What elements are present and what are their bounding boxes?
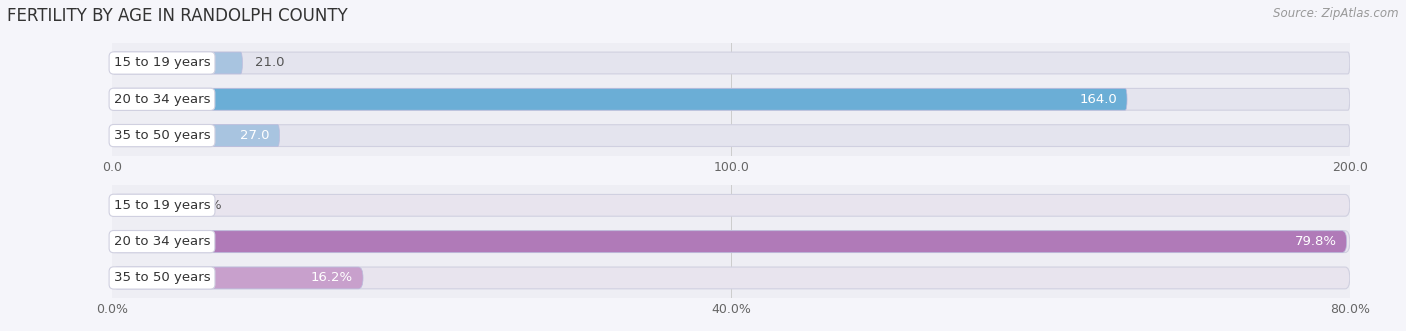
FancyBboxPatch shape bbox=[112, 125, 280, 147]
FancyBboxPatch shape bbox=[112, 194, 1350, 216]
Text: 164.0: 164.0 bbox=[1080, 93, 1118, 106]
FancyBboxPatch shape bbox=[112, 267, 1350, 289]
FancyBboxPatch shape bbox=[112, 88, 1128, 110]
Text: 35 to 50 years: 35 to 50 years bbox=[114, 129, 211, 142]
Text: Source: ZipAtlas.com: Source: ZipAtlas.com bbox=[1274, 7, 1399, 20]
FancyBboxPatch shape bbox=[112, 267, 363, 289]
FancyBboxPatch shape bbox=[112, 125, 1350, 147]
FancyBboxPatch shape bbox=[112, 231, 1347, 253]
FancyBboxPatch shape bbox=[112, 88, 1350, 110]
Text: 15 to 19 years: 15 to 19 years bbox=[114, 199, 211, 212]
Text: 16.2%: 16.2% bbox=[311, 271, 353, 284]
Text: 27.0: 27.0 bbox=[240, 129, 270, 142]
FancyBboxPatch shape bbox=[112, 52, 1350, 74]
FancyBboxPatch shape bbox=[112, 231, 1350, 253]
Text: 20 to 34 years: 20 to 34 years bbox=[114, 235, 211, 248]
Text: 15 to 19 years: 15 to 19 years bbox=[114, 57, 211, 70]
Text: 20 to 34 years: 20 to 34 years bbox=[114, 93, 211, 106]
FancyBboxPatch shape bbox=[112, 52, 242, 74]
Text: 35 to 50 years: 35 to 50 years bbox=[114, 271, 211, 284]
Text: FERTILITY BY AGE IN RANDOLPH COUNTY: FERTILITY BY AGE IN RANDOLPH COUNTY bbox=[7, 7, 347, 24]
Text: 21.0: 21.0 bbox=[254, 57, 284, 70]
FancyBboxPatch shape bbox=[112, 194, 176, 216]
Text: 79.8%: 79.8% bbox=[1295, 235, 1337, 248]
Text: 4.1%: 4.1% bbox=[188, 199, 222, 212]
